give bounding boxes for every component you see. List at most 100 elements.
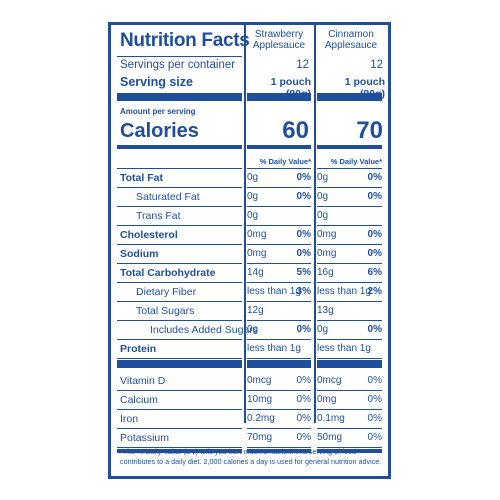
daily-value-cinnamon: 0% [367,375,382,386]
row-separator [247,339,311,340]
daily-value-cinnamon: 2% [367,286,382,297]
row-separator [117,187,242,188]
row-separator [317,320,382,321]
rule-thick [247,360,311,368]
row-separator [117,447,242,448]
amount-cinnamon: 0.1mg [317,413,345,424]
nutrient-name: Total Fat [120,172,163,184]
daily-value-header: % Daily Value* [330,157,382,166]
nutrient-row: Potassium 70mg 0% 50mg 0% [111,429,388,447]
nutrient-row: Total Fat 0g 0% 0g 0% [111,169,388,187]
nutrient-row: Trans Fat 0g 0g [111,207,388,225]
amount-strawberry: 0g [247,324,259,335]
serving-size-label: Serving size [120,75,193,89]
nutrient-row: Includes Added Sugars 0g 0% 0g 0% [111,321,388,339]
row-separator [247,263,311,264]
amount-strawberry: 10mg [247,394,273,405]
row-separator [317,409,382,410]
daily-value-cinnamon: 0% [367,394,382,405]
row-separator [317,263,382,264]
amount-strawberry: 0g [247,210,259,221]
nutrient-name: Potassium [120,432,170,444]
daily-value-strawberry: 5% [296,267,311,278]
nutrient-row: Sodium 0mg 0% 0mg 0% [111,245,388,263]
rule-medium [117,449,242,453]
nutrient-row: Calcium 10mg 0% 0mg 0% [111,391,388,409]
amount-cinnamon: 0mg [317,394,337,405]
row-separator [117,206,242,207]
title-rule [117,56,242,57]
row-separator [117,339,242,340]
row-separator [117,320,242,321]
nutrient-name: Trans Fat [136,210,181,222]
nutrient-name: Vitamin D [120,375,166,387]
row-separator [317,339,382,340]
calories-value-strawberry: 60 [282,117,309,144]
nutrient-name: Calcium [120,394,158,406]
row-separator [247,187,311,188]
column-divider-right [314,25,316,423]
amount-cinnamon: 0g [317,324,329,335]
amount-cinnamon: 16g [317,267,334,278]
row-separator [117,301,242,302]
nutrient-name: Total Carbohydrate [120,267,216,279]
row-separator [247,447,311,448]
daily-value-cinnamon: 0% [367,229,382,240]
amount-cinnamon: 13g [317,305,334,316]
rule-thick [117,360,242,368]
amount-cinnamon: less than 1g [317,343,371,354]
label-title: Nutrition Facts [120,30,250,51]
daily-value-strawberry: 0% [296,248,311,259]
row-separator [247,225,311,226]
nutrient-row: Cholesterol 0mg 0% 0mg 0% [111,226,388,244]
nutrient-row: Iron 0.2mg 0% 0.1mg 0% [111,410,388,428]
nutrient-row: Protein less than 1g less than 1g [111,340,388,358]
rule-thick [247,93,311,101]
nutrient-name: Sodium [120,248,159,260]
daily-value-strawberry: 0% [296,375,311,386]
amount-cinnamon: 0mcg [317,375,342,386]
amount-strawberry: 0.2mg [247,413,275,424]
nutrient-row: Total Carbohydrate 14g 5% 16g 6% [111,264,388,282]
rule-medium [317,449,382,453]
amount-strawberry: 0mg [247,229,267,240]
row-separator [317,358,382,359]
amount-cinnamon: 0mg [317,229,337,240]
daily-value-cinnamon: 6% [367,267,382,278]
row-separator [317,225,382,226]
row-separator [317,206,382,207]
nutrient-name: Iron [120,413,139,425]
row-separator [247,244,311,245]
daily-value-strawberry: 0% [296,432,311,443]
daily-value-cinnamon: 0% [367,324,382,335]
row-separator [317,428,382,429]
daily-value-strawberry: 0% [296,172,311,183]
rule-thick [317,360,382,368]
row-separator [117,244,242,245]
column-header-line1: Strawberry [254,29,304,40]
column-divider-left [244,25,246,423]
amount-cinnamon: less than 1g [317,286,371,297]
nutrient-name: Dietary Fiber [136,286,197,298]
servings-value-strawberry: 12 [296,59,309,71]
column-header-line2: Applesauce [252,40,306,51]
daily-value-cinnamon: 0% [367,248,382,259]
row-separator [247,409,311,410]
nutrient-name: Cholesterol [120,229,178,241]
calories-value-cinnamon: 70 [356,117,383,144]
nutrient-row: Dietary Fiber less than 1g 3% less than 1g 2… [111,283,388,301]
row-separator [117,428,242,429]
rule-thick [117,93,242,101]
daily-value-strawberry: 0% [296,413,311,424]
column-header-line2: Applesauce [324,40,378,51]
footnote: *The % Daily Value (DV) tells you how mu… [120,447,382,466]
daily-value-cinnamon: 0% [367,432,382,443]
row-separator [247,301,311,302]
daily-value-cinnamon: 0% [367,413,382,424]
nutrient-name: Protein [120,343,157,355]
row-separator [117,263,242,264]
amount-strawberry: 70mg [247,432,273,443]
row-separator [117,390,242,391]
amount-cinnamon: 0g [317,210,329,221]
amount-strawberry: less than 1g [247,286,301,297]
